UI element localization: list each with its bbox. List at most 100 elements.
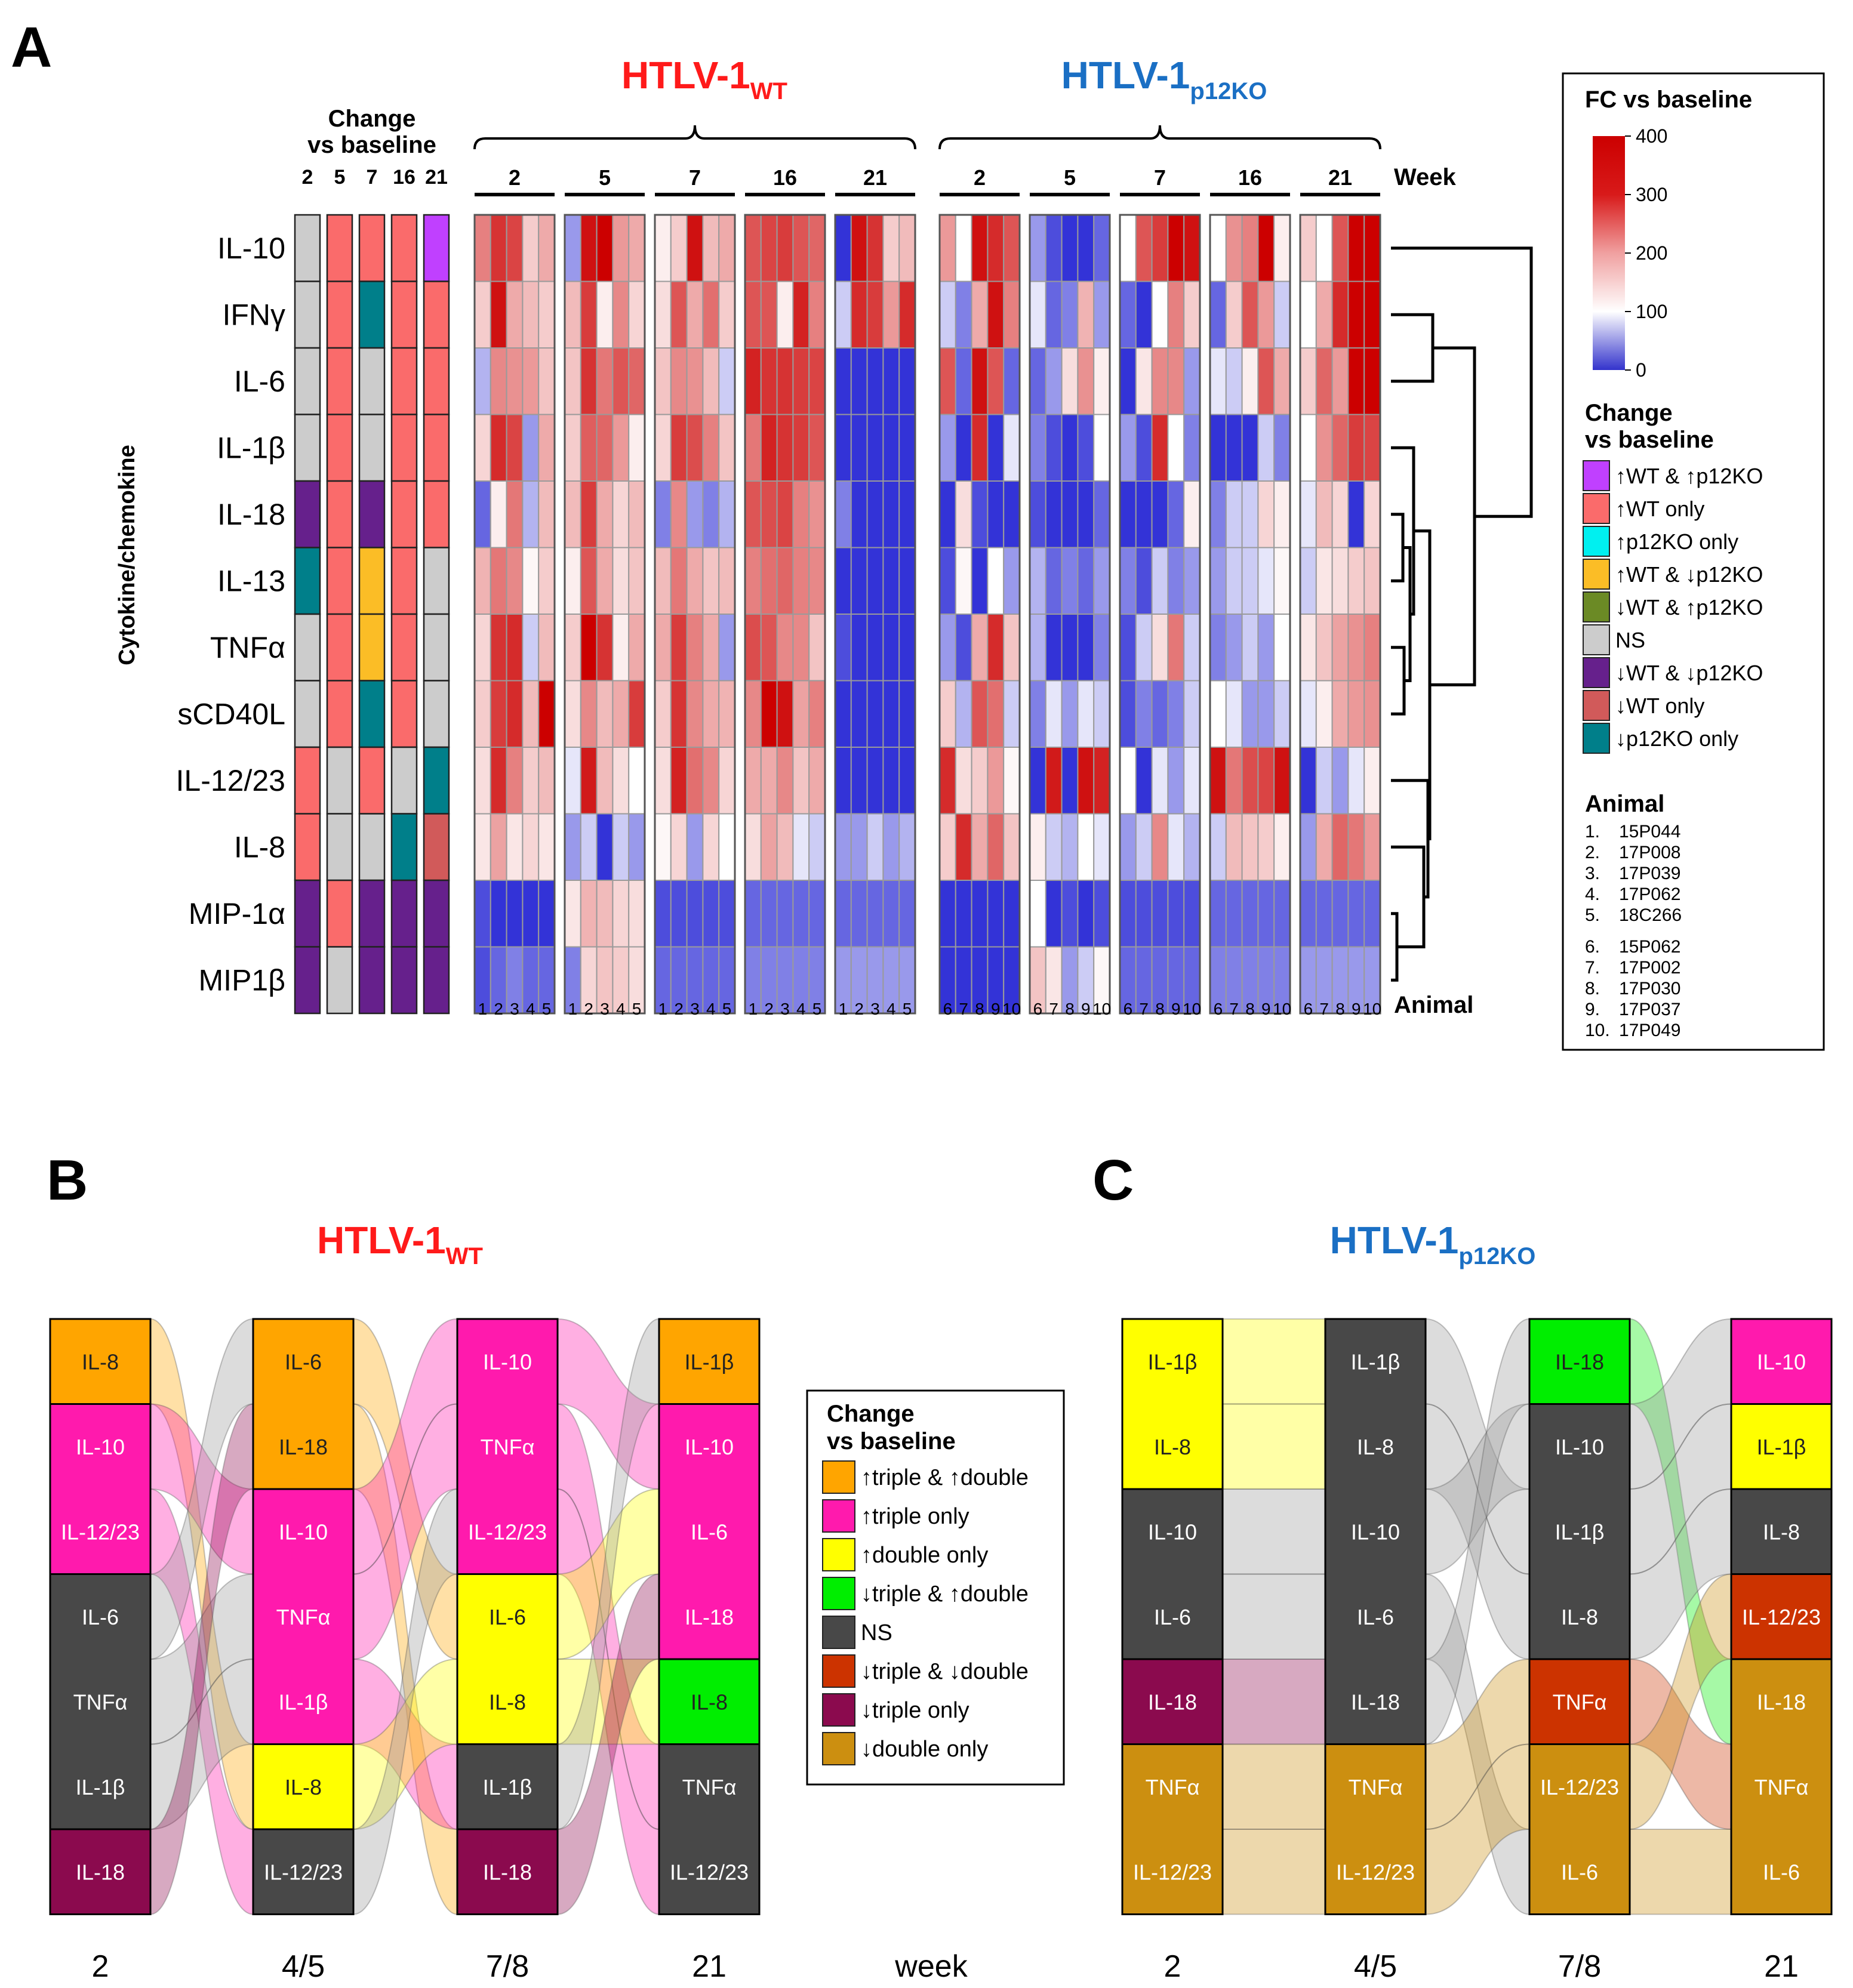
alluvial-node bbox=[1731, 1829, 1832, 1915]
sankey-legend-swatch bbox=[822, 1693, 855, 1727]
heat-cell bbox=[1300, 813, 1317, 881]
heat-cell bbox=[670, 813, 688, 881]
change-cell bbox=[294, 281, 321, 349]
alluvial-node bbox=[50, 1404, 150, 1489]
heat-cell bbox=[1347, 480, 1365, 548]
heat-cell bbox=[718, 414, 735, 482]
heat-cell bbox=[1363, 680, 1381, 748]
alluvial-node bbox=[50, 1744, 150, 1829]
row-label: TNFα bbox=[210, 631, 285, 664]
heat-cell bbox=[538, 547, 556, 615]
animal-id: 5 bbox=[542, 1000, 552, 1018]
heat-cell bbox=[1315, 547, 1333, 615]
heat-cell bbox=[850, 747, 868, 815]
timepoint-label: 2 bbox=[1164, 1949, 1181, 1984]
alluvial-stratum bbox=[1121, 1743, 1224, 1915]
heat-cell bbox=[955, 614, 972, 682]
heat-cell bbox=[596, 547, 614, 615]
alluvial-flow bbox=[1222, 1318, 1326, 1405]
heat-cell bbox=[628, 347, 645, 415]
heat-cell bbox=[1167, 414, 1185, 482]
heat-cell bbox=[1347, 680, 1365, 748]
heat-cell bbox=[490, 946, 507, 1014]
sankey-legend-swatch bbox=[822, 1499, 855, 1533]
panel-label-a: A bbox=[11, 16, 52, 79]
heat-cell bbox=[898, 813, 916, 881]
heat-cell bbox=[744, 747, 762, 815]
animal-legend-number: 3. bbox=[1585, 864, 1600, 883]
alluvial-node-label: IL-10 bbox=[76, 1435, 125, 1459]
heat-cell bbox=[792, 680, 810, 748]
heat-cell bbox=[1241, 547, 1259, 615]
alluvial-node-label: IL-18 bbox=[1148, 1690, 1197, 1714]
heat-cell bbox=[1003, 347, 1020, 415]
heat-cell bbox=[522, 547, 540, 615]
heat-cell bbox=[792, 880, 810, 948]
heat-cell bbox=[654, 880, 672, 948]
heat-cell bbox=[1273, 480, 1291, 548]
heat-cell bbox=[612, 281, 630, 349]
heat-cell bbox=[1151, 547, 1169, 615]
heat-cell bbox=[1045, 414, 1063, 482]
heat-cell bbox=[506, 747, 524, 815]
heat-cell bbox=[522, 680, 540, 748]
alluvial-node-label: IL-12/23 bbox=[1133, 1860, 1212, 1884]
alluvial-node bbox=[1731, 1319, 1832, 1404]
alluvial-node-label: IL-10 bbox=[483, 1349, 532, 1374]
alluvial-node bbox=[1122, 1574, 1223, 1659]
animal-id: 4 bbox=[706, 1000, 716, 1018]
heat-cell bbox=[1257, 547, 1275, 615]
alluvial-node bbox=[1325, 1744, 1426, 1829]
heat-cell bbox=[792, 813, 810, 881]
alluvial-node bbox=[457, 1574, 558, 1659]
alluvial-node-label: IL-6 bbox=[489, 1605, 526, 1629]
dendrogram-branch bbox=[1430, 346, 1476, 686]
legend-box bbox=[1562, 72, 1825, 1051]
alluvial-stratum bbox=[456, 1828, 559, 1915]
heat-cell bbox=[474, 880, 491, 948]
heat-cell bbox=[850, 281, 868, 349]
heat-cell bbox=[1151, 747, 1169, 815]
change-legend-label: ↑WT & ↓p12KO bbox=[1615, 562, 1763, 587]
heat-cell bbox=[1077, 880, 1095, 948]
sankey-legend-label: ↑double only bbox=[861, 1543, 988, 1568]
alluvial-node bbox=[659, 1659, 759, 1744]
change-cell bbox=[390, 480, 418, 548]
alluvial-node bbox=[659, 1574, 759, 1659]
heat-cell bbox=[596, 813, 614, 881]
heat-cell bbox=[760, 680, 778, 748]
change-cell bbox=[294, 414, 321, 482]
heat-cell bbox=[1225, 813, 1243, 881]
heat-cell bbox=[612, 547, 630, 615]
change-cell bbox=[358, 879, 386, 948]
group-bracket bbox=[938, 125, 1381, 150]
heat-cell bbox=[654, 747, 672, 815]
heat-cell bbox=[538, 880, 556, 948]
heat-cell bbox=[1093, 214, 1110, 282]
heat-cell bbox=[654, 480, 672, 548]
alluvial-node bbox=[50, 1489, 150, 1574]
heat-cell bbox=[898, 614, 916, 682]
heat-cell bbox=[522, 614, 540, 682]
heat-cell bbox=[1347, 214, 1365, 282]
heat-cell bbox=[1300, 547, 1317, 615]
animal-id: 10 bbox=[1183, 1000, 1201, 1018]
alluvial-node-label: IL-12/23 bbox=[264, 1860, 343, 1884]
change-cell bbox=[294, 347, 321, 415]
heat-cell bbox=[1347, 547, 1365, 615]
heat-cell bbox=[1167, 813, 1185, 881]
cytokine-row-labels: IL-10 IFNγ IL-6 IL-1β IL-18 IL-13 TNFα sCD40L IL… bbox=[176, 232, 285, 997]
change-cell bbox=[294, 946, 321, 1015]
heat-cell bbox=[882, 414, 900, 482]
alluvial-node-label: IL-1β bbox=[1351, 1349, 1400, 1374]
alluvial-node-label: IL-18 bbox=[1555, 1349, 1604, 1374]
heat-cell bbox=[1135, 747, 1153, 815]
cytokine-axis-label: Cytokine/chemokine bbox=[115, 445, 140, 665]
heat-cell bbox=[850, 813, 868, 881]
alluvial-flow bbox=[1222, 1573, 1326, 1660]
change-legend-title-2: vs baseline bbox=[1585, 427, 1714, 453]
animal-id: 8 bbox=[1245, 1000, 1255, 1018]
timepoint-label: 2 bbox=[92, 1949, 109, 1984]
heat-cell bbox=[1093, 680, 1110, 748]
heat-cell bbox=[654, 813, 672, 881]
